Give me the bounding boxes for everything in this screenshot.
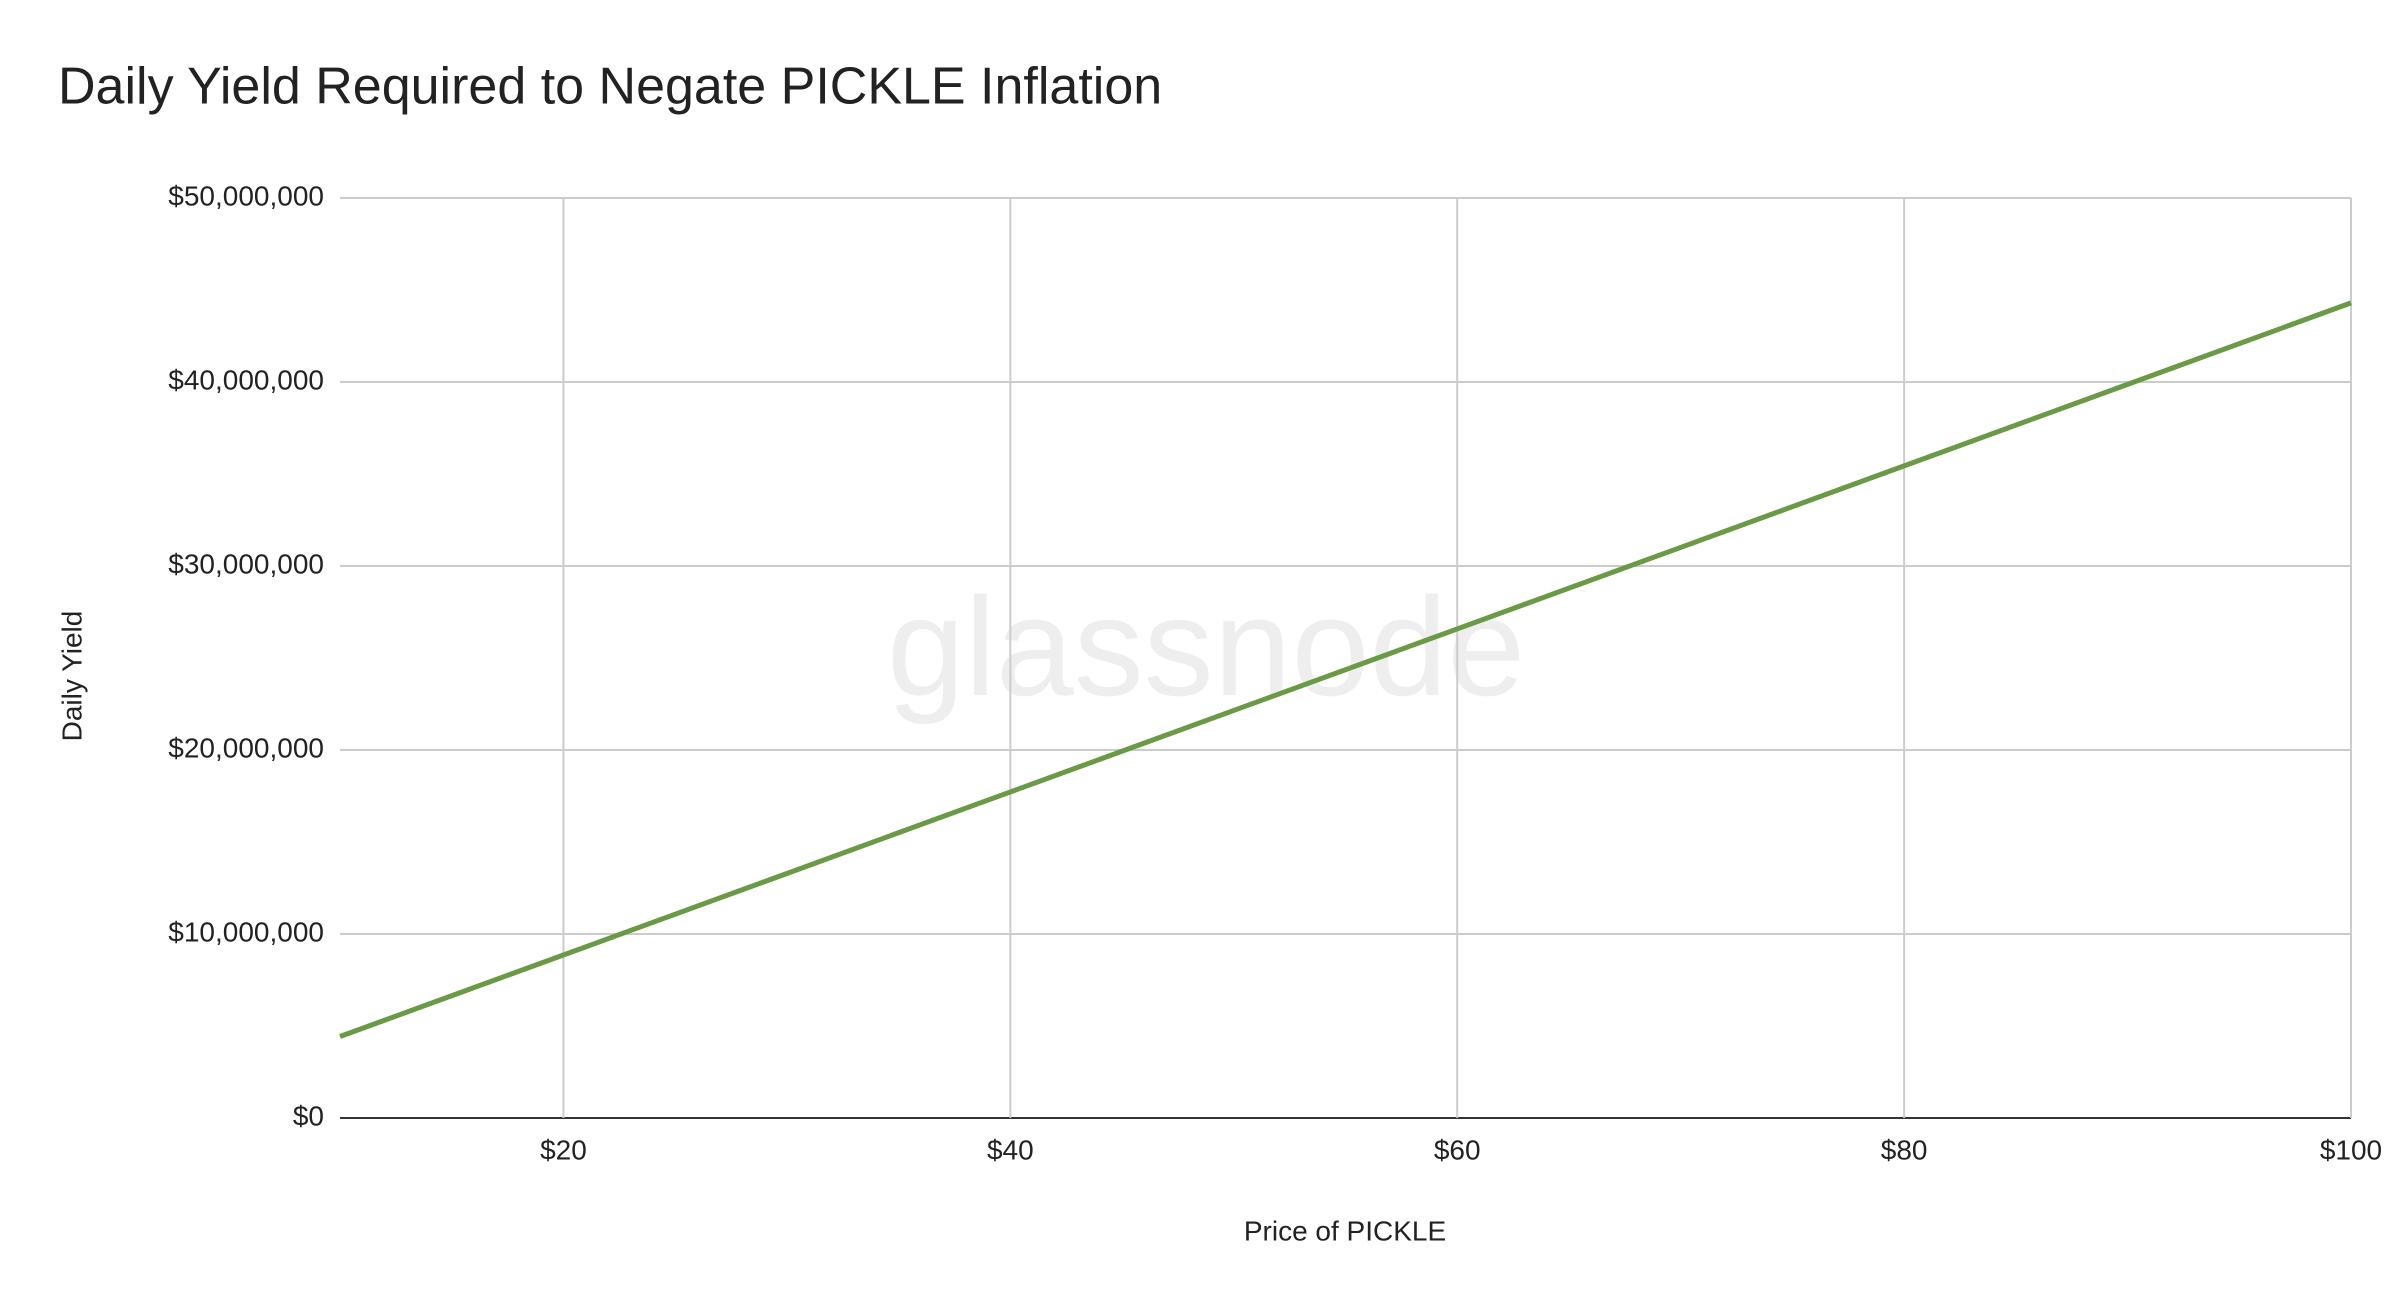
x-tick-label: $40 [987,1134,1034,1165]
y-tick-label: $0 [293,1100,324,1131]
y-tick-label: $10,000,000 [168,916,324,947]
x-tick-label: $100 [2320,1134,2382,1165]
x-tick-label: $80 [1881,1134,1928,1165]
chart-title: Daily Yield Required to Negate PICKLE In… [58,58,1162,116]
line-series [339,300,2352,1039]
y-tick-label: $30,000,000 [168,548,324,579]
y-axis-title: Daily Yield [56,611,87,742]
x-tick-label: $60 [1434,1134,1481,1165]
x-axis-title: Price of PICKLE [1244,1215,1446,1246]
watermark: glassnode [887,568,1525,725]
y-tick-label: $50,000,000 [168,180,324,211]
y-tick-label: $20,000,000 [168,732,324,763]
y-tick-label: $40,000,000 [168,364,324,395]
x-tick-label: $20 [540,1134,587,1165]
